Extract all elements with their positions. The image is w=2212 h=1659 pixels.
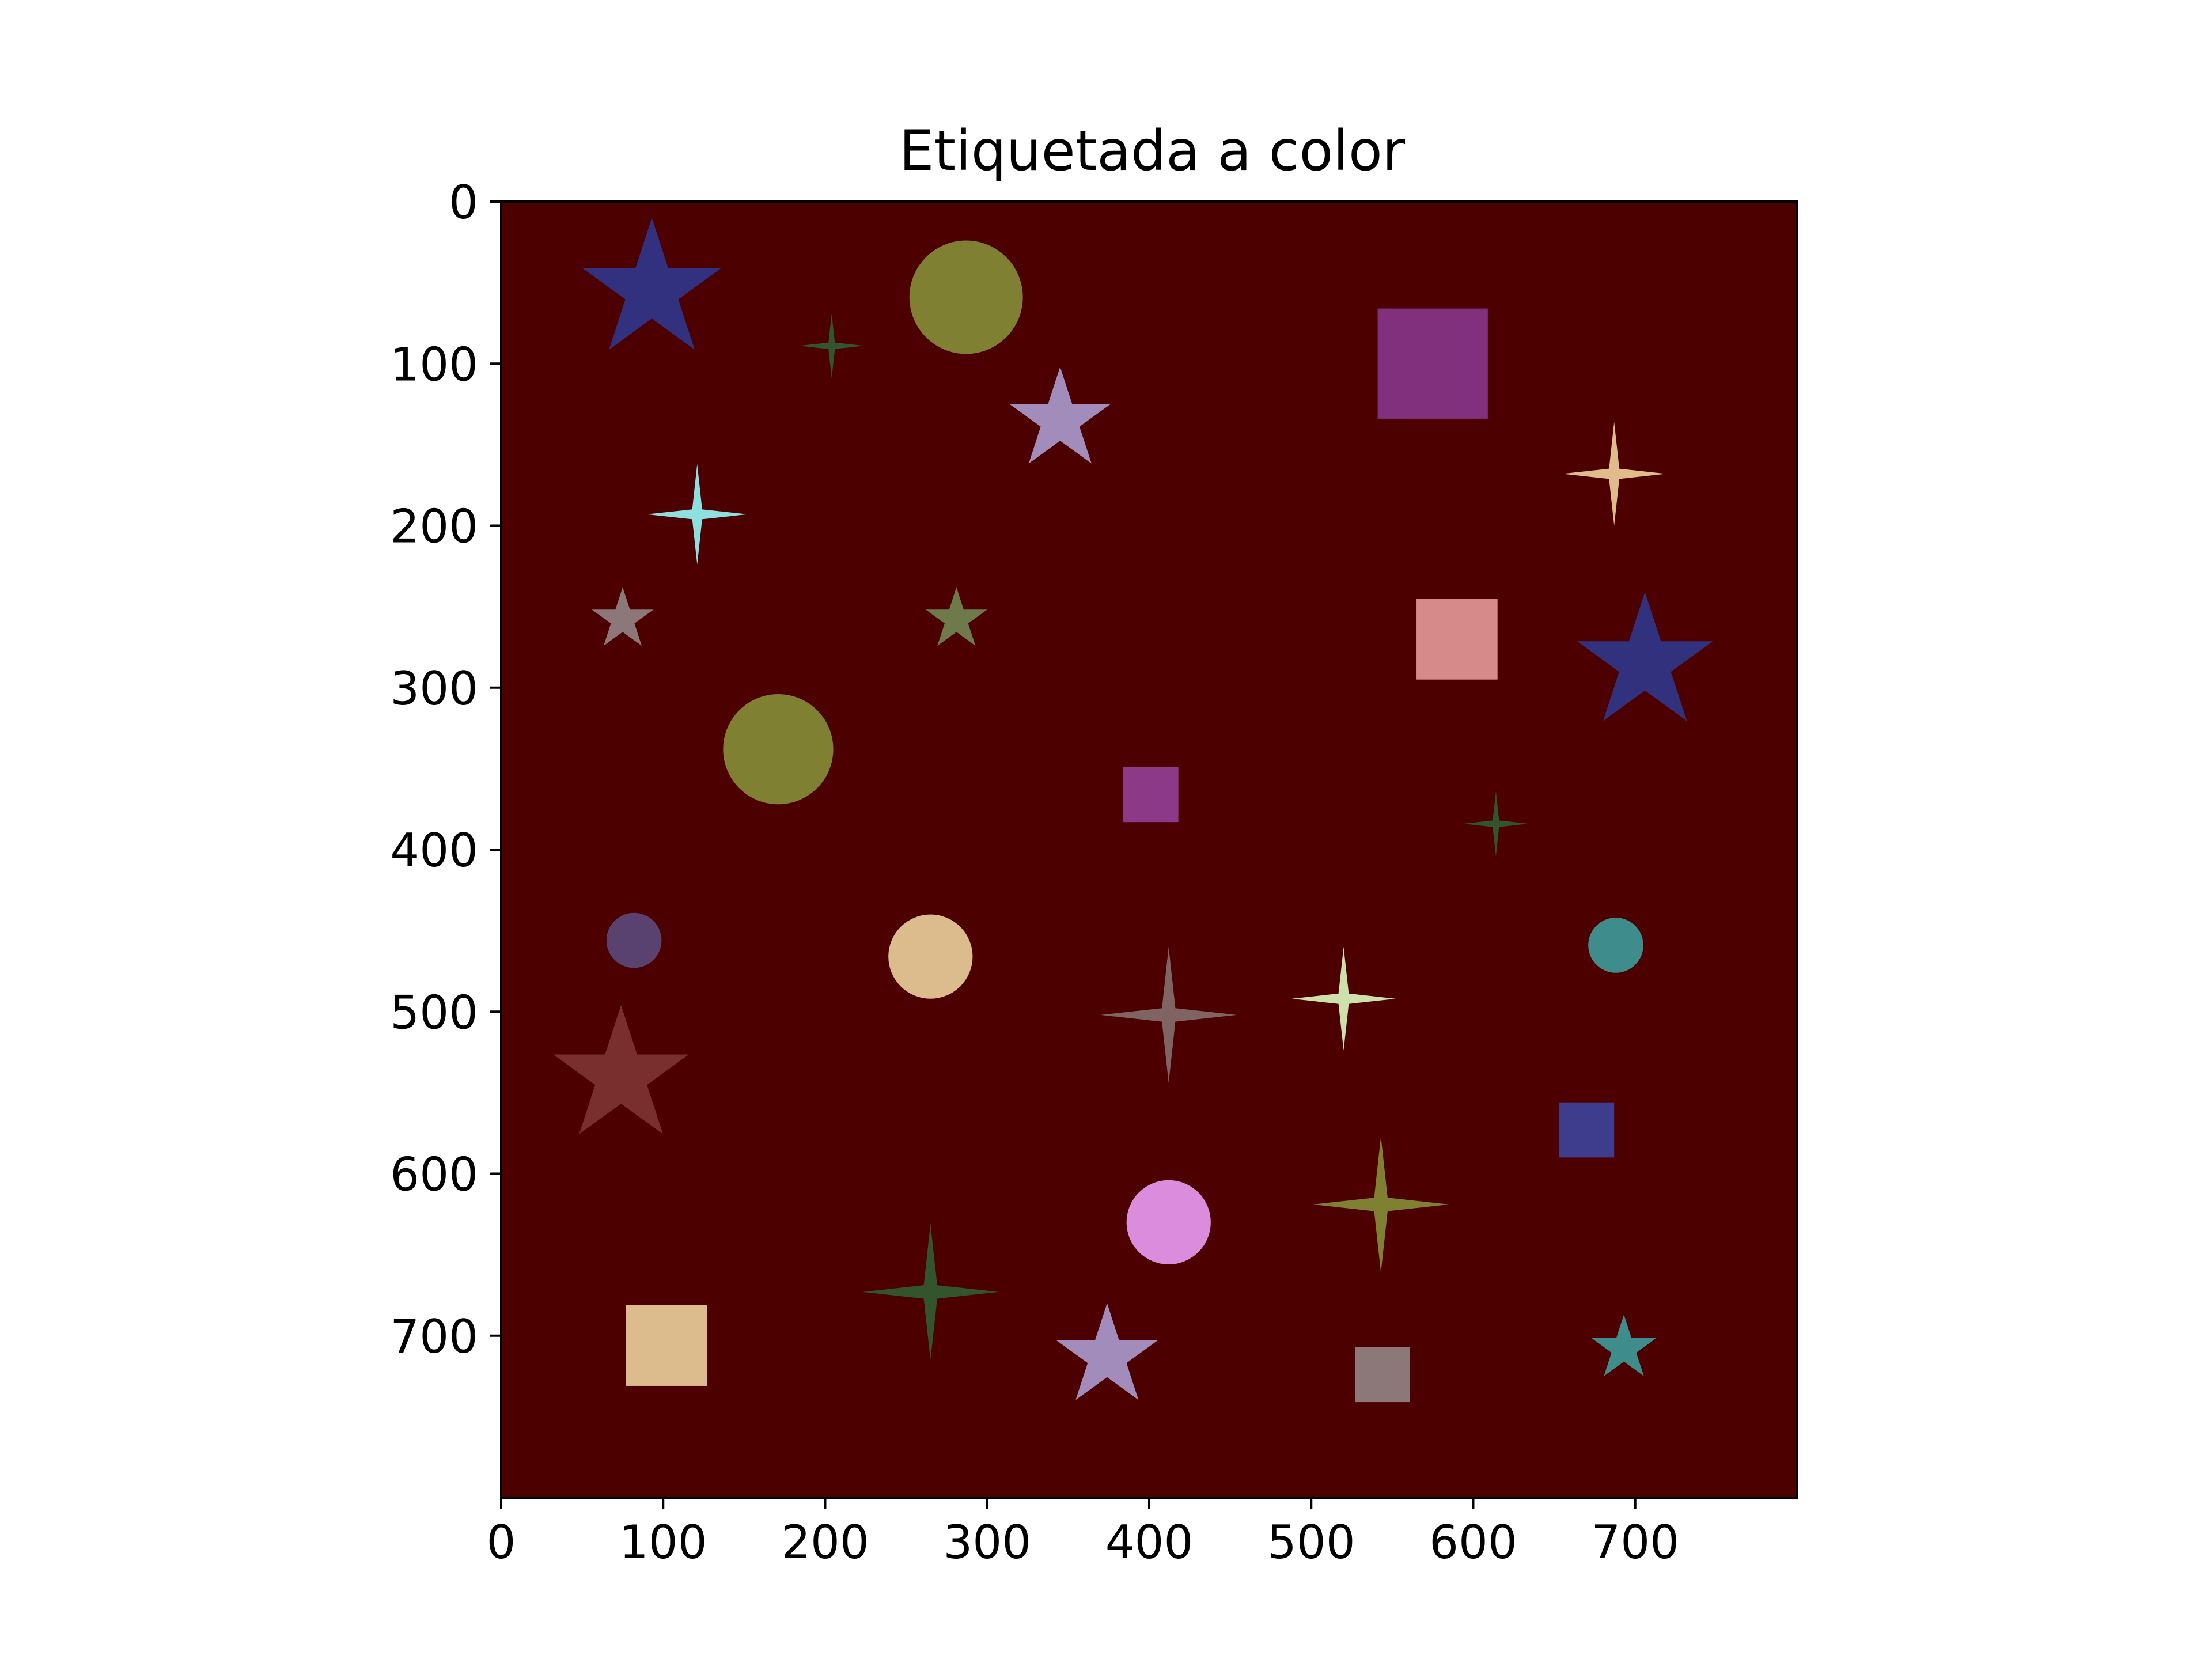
shape-star5-10 xyxy=(1577,592,1713,721)
shape-star5-25 xyxy=(1056,1303,1158,1400)
y-tick-label-5: 500 xyxy=(390,986,478,1039)
shape-square-3 xyxy=(1377,308,1488,419)
shape-circle-16 xyxy=(1588,918,1643,973)
y-tick-label-1: 100 xyxy=(390,338,478,391)
shape-square-24 xyxy=(626,1305,707,1386)
y-tick-label-6: 600 xyxy=(390,1148,478,1202)
shape-star5-7 xyxy=(592,587,654,646)
shape-star4-6 xyxy=(647,464,748,565)
x-tick-label-1: 100 xyxy=(619,1516,707,1569)
shape-square-20 xyxy=(1559,1102,1615,1158)
shape-circle-1 xyxy=(909,240,1023,354)
x-tick-label-5: 500 xyxy=(1267,1516,1355,1569)
shape-star5-8 xyxy=(925,587,987,646)
x-axis: 0 100 200 300 400 500 600 700 xyxy=(487,1498,1679,1569)
shape-circle-11 xyxy=(723,694,834,805)
shape-circle-15 xyxy=(888,914,973,999)
shape-square-12 xyxy=(1123,767,1179,823)
x-tick-label-3: 300 xyxy=(943,1516,1031,1569)
shape-square-9 xyxy=(1416,599,1498,680)
y-tick-label-2: 200 xyxy=(390,500,478,554)
y-tick-label-7: 700 xyxy=(390,1310,478,1363)
shape-circle-22 xyxy=(1126,1180,1211,1264)
x-tick-label-4: 400 xyxy=(1105,1516,1194,1569)
shape-star5-0 xyxy=(582,218,721,350)
shape-star5-27 xyxy=(1591,1315,1657,1376)
x-tick-label-0: 0 xyxy=(487,1516,516,1569)
shape-star4-17 xyxy=(1100,946,1237,1083)
shape-star4-23 xyxy=(862,1224,999,1360)
shape-star4-13 xyxy=(1463,791,1529,857)
x-tick-label-6: 600 xyxy=(1429,1516,1517,1569)
shape-star4-5 xyxy=(1562,422,1666,526)
shape-circle-14 xyxy=(606,912,662,968)
shape-star4-18 xyxy=(1291,946,1396,1051)
y-tick-label-3: 300 xyxy=(390,662,478,715)
shape-star5-19 xyxy=(553,1005,689,1134)
plot-background xyxy=(501,202,1797,1498)
x-tick-label-2: 200 xyxy=(781,1516,869,1569)
shape-star5-4 xyxy=(1009,366,1111,464)
shape-star4-21 xyxy=(1313,1136,1449,1273)
shapes-layer xyxy=(553,218,1713,1403)
y-tick-label-0: 0 xyxy=(449,176,478,229)
shape-star4-2 xyxy=(799,313,864,378)
y-axis: 0 100 200 300 400 500 600 700 xyxy=(390,176,501,1363)
chart-title: Etiquetada a color xyxy=(899,119,1406,183)
y-tick-label-4: 400 xyxy=(390,824,478,877)
shape-square-26 xyxy=(1355,1347,1410,1403)
x-tick-label-7: 700 xyxy=(1591,1516,1679,1569)
